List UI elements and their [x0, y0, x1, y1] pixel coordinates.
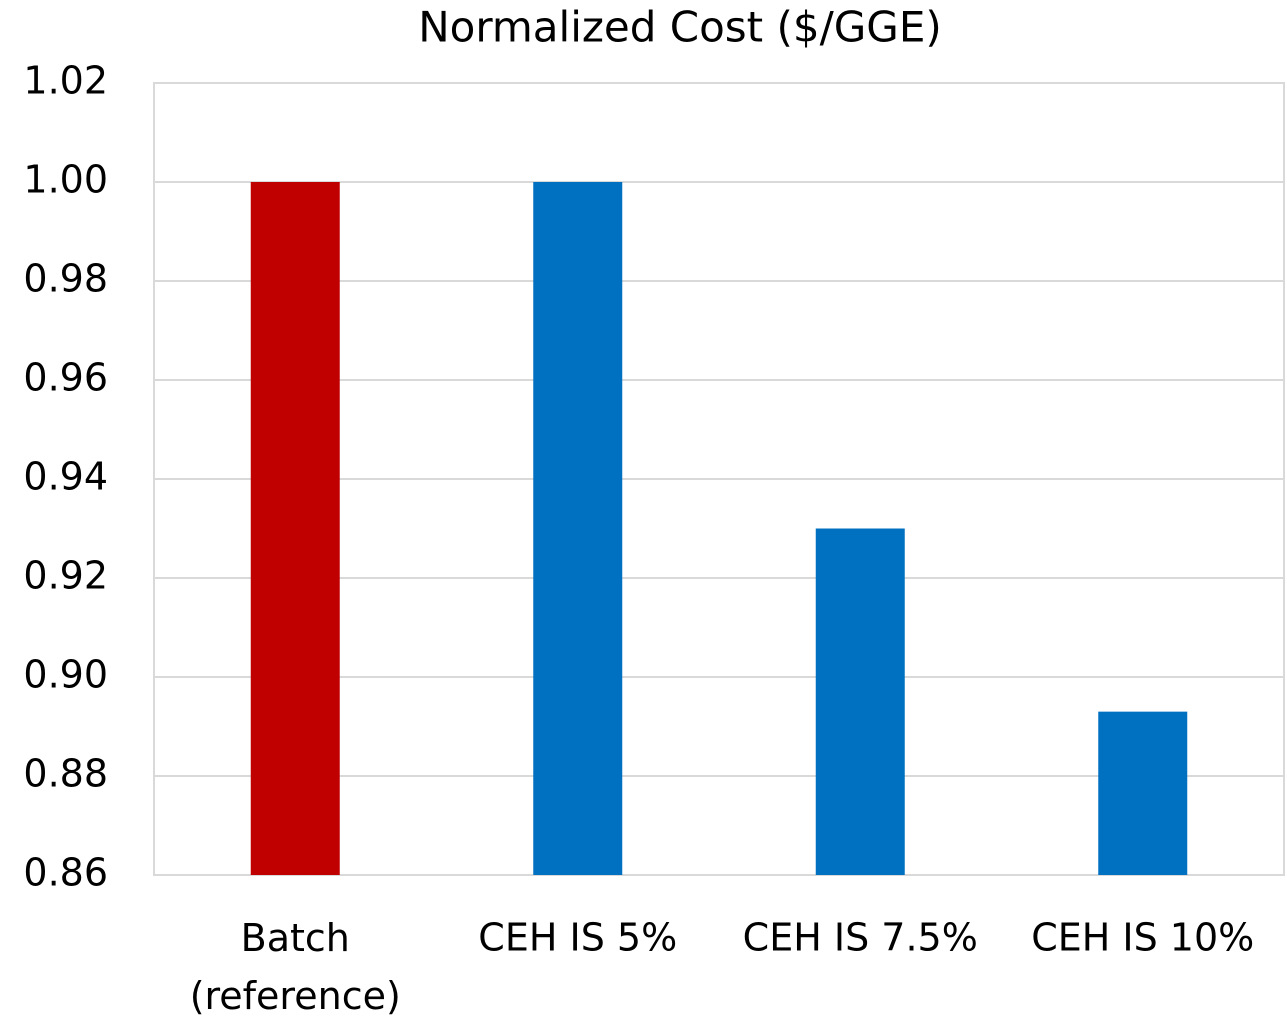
bar	[533, 182, 623, 875]
y-tick-label: 0.90	[23, 653, 108, 697]
y-tick-label: 0.94	[23, 455, 108, 499]
y-tick-label: 0.92	[23, 554, 108, 598]
chart-title: Normalized Cost ($/GGE)	[418, 3, 942, 52]
bar	[1098, 711, 1188, 875]
bar	[250, 182, 340, 875]
y-tick-label: 1.02	[23, 59, 108, 103]
bar	[815, 528, 905, 875]
x-tick-label: CEH IS 10%	[1031, 916, 1254, 960]
y-tick-label: 0.86	[23, 851, 108, 895]
y-tick-label: 0.98	[23, 257, 108, 301]
y-tick-label: 0.88	[23, 752, 108, 796]
x-tick-label: CEH IS 5%	[478, 916, 677, 960]
x-tick-label: Batch (reference)	[190, 916, 401, 1018]
y-tick-label: 1.00	[23, 158, 108, 202]
x-tick-label: CEH IS 7.5%	[743, 916, 978, 960]
y-tick-label: 0.96	[23, 356, 108, 400]
